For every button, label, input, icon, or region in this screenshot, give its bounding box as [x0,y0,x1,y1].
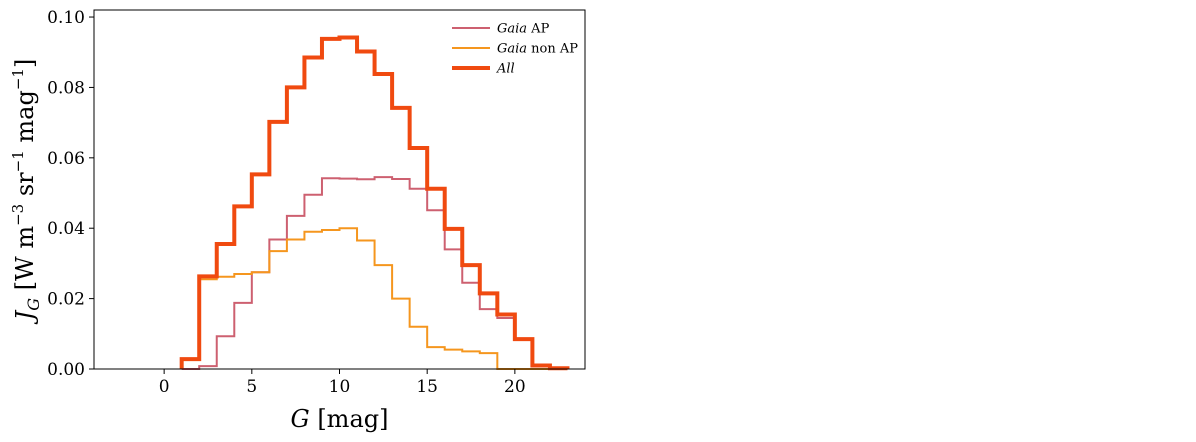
x-tick-label: 10 [329,377,351,397]
y-axis-label-exp3: −1 [9,68,27,90]
y-tick-label: 0.08 [47,78,85,98]
x-tick-label: 0 [159,377,170,397]
x-axis-label-var: G [291,405,310,433]
x-tick-label: 15 [416,377,438,397]
y-tick-label: 0.06 [47,149,85,169]
y-axis-label-sub: G [24,298,43,311]
y-axis-label-unit4: ] [11,59,39,68]
legend-label: Gaia AP [497,22,550,37]
series-line-gaia-non-ap [180,227,568,370]
y-axis-label-unit2: sr [11,172,39,204]
series-line-all [179,35,570,371]
y-tick-label: 0.04 [47,219,85,239]
y-axis-label-var: J [11,309,39,325]
legend-label: All [496,62,515,77]
y-axis-label-unit1: [W m [11,226,39,298]
legend-label: Gaia non AP [497,42,578,57]
x-axis: 0 5 10 15 20 [159,369,526,397]
legend: Gaia AP Gaia non AP All [452,22,578,77]
series-line-gaia-ap [181,176,569,370]
y-axis-label-exp2: −1 [9,150,27,172]
y-tick-label: 0.10 [47,8,85,28]
y-tick-label: 0.02 [47,290,85,310]
x-axis-label-unit: [mag] [310,405,389,433]
y-axis-label-exp1: −3 [9,204,27,226]
y-axis-label: JG [W m−3 sr−1 mag−1] [9,59,43,326]
x-tick-label: 5 [246,377,257,397]
y-axis-label-unit3: mag [11,90,39,150]
x-tick-label: 20 [504,377,526,397]
series-layer [179,35,570,371]
y-tick-label: 0.00 [47,360,85,380]
x-axis-label: G [mag] [291,405,389,433]
y-axis: 0.00 0.02 0.04 0.06 0.08 0.10 [47,8,94,380]
